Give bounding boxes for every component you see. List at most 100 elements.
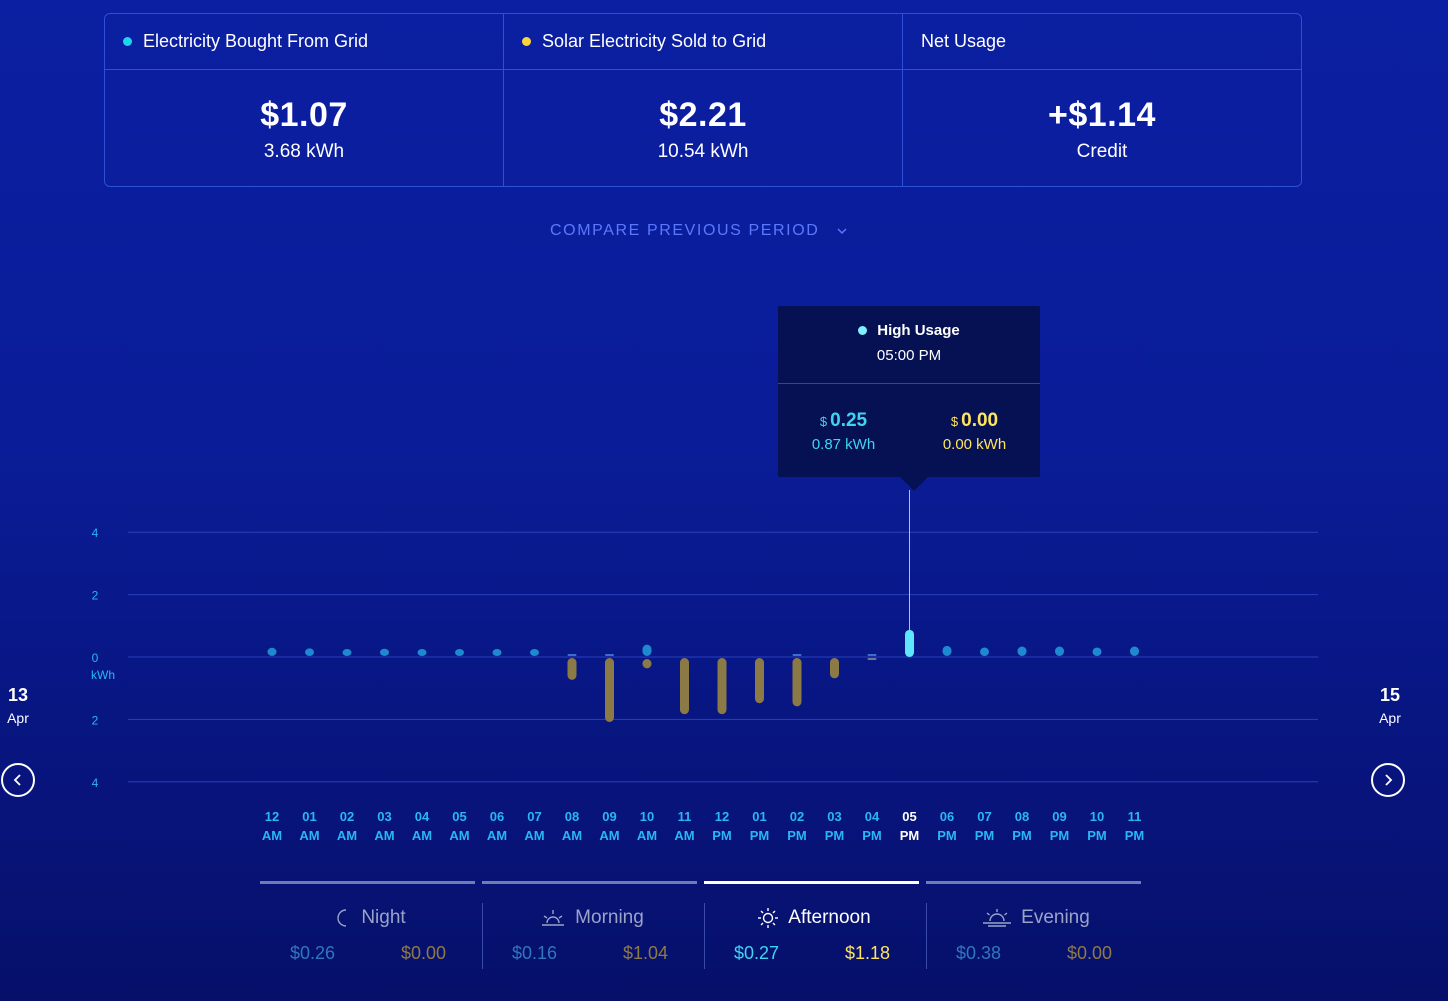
x-tick-hour: 04: [415, 809, 430, 824]
sold-bar[interactable]: [680, 658, 689, 715]
x-tick-hour: 12: [715, 809, 729, 824]
chart-x-axis: 12 AM 01 AM 02 AM 03 AM 04 AM 05 AM 06 AM 07 AM 08 AM 09 AM…: [262, 809, 1144, 843]
tab-divider: [704, 903, 705, 969]
tab-afternoon[interactable]: Afternoon $0.27 $1.18: [703, 881, 927, 981]
summary-bought: Electricity Bought From Grid $1.07 3.68 …: [105, 14, 504, 186]
summary-sold-header: Solar Electricity Sold to Grid: [504, 14, 902, 70]
chevron-left-icon: [13, 774, 21, 786]
bought-bar[interactable]: [1130, 646, 1139, 656]
bought-bar[interactable]: [942, 645, 952, 656]
bought-bar[interactable]: [305, 648, 314, 656]
prev-date: 13 Apr: [4, 685, 32, 726]
summary-net-title: Net Usage: [921, 31, 1007, 51]
x-tick-hour: 11: [1128, 809, 1142, 824]
summary-sold-amount: $2.21: [659, 95, 747, 134]
bought-bar[interactable]: [980, 647, 989, 656]
x-tick-hour: 10: [1090, 809, 1104, 824]
tab-afternoon-label: Afternoon: [788, 907, 871, 928]
sold-bar[interactable]: [605, 658, 614, 722]
x-tick-ampm: AM: [487, 828, 507, 843]
sold-bar[interactable]: [717, 658, 727, 715]
bought-bar[interactable]: [605, 654, 614, 656]
x-tick-ampm: PM: [1012, 828, 1032, 843]
x-tick-hour: 07: [527, 809, 541, 824]
summary-sold-kwh: 10.54 kWh: [657, 140, 749, 162]
tab-indicator: [482, 881, 697, 884]
x-tick-ampm: AM: [449, 828, 469, 843]
bought-bar[interactable]: [380, 648, 389, 656]
x-tick-hour: 03: [827, 809, 841, 824]
summary-sold-title: Solar Electricity Sold to Grid: [542, 31, 767, 51]
sold-bar[interactable]: [867, 658, 877, 660]
x-tick-ampm: PM: [862, 828, 882, 843]
summary-bought-title: Electricity Bought From Grid: [143, 31, 369, 51]
prev-date-month: Apr: [7, 710, 29, 726]
bought-bar[interactable]: [417, 649, 427, 656]
tab-evening[interactable]: Evening $0.38 $0.00: [925, 881, 1147, 981]
bought-bar[interactable]: [1092, 647, 1102, 656]
x-tick-hour: 10: [640, 809, 654, 824]
bought-bar[interactable]: [567, 654, 577, 656]
compare-previous-period-button[interactable]: COMPARE PREVIOUS PERIOD: [550, 222, 847, 240]
chevron-down-icon: [837, 228, 847, 235]
x-tick-ampm: AM: [337, 828, 357, 843]
bought-bar[interactable]: [530, 649, 539, 656]
tooltip-title: High Usage: [877, 322, 960, 339]
x-tick-ampm: PM: [1050, 828, 1070, 843]
sold-bar[interactable]: [567, 658, 577, 680]
tab-evening-label: Evening: [1021, 907, 1090, 928]
next-date-day: 15: [1379, 685, 1401, 705]
x-tick-hour: 01: [302, 809, 316, 824]
bought-bar[interactable]: [267, 647, 277, 656]
usage-tooltip: High Usage 05:00 PM $0.25 0.87 kWh $0.00…: [778, 306, 1040, 491]
x-tick-ampm: AM: [599, 828, 619, 843]
next-day-button[interactable]: [1371, 763, 1405, 797]
tab-morning-label: Morning: [575, 907, 644, 928]
x-tick-ampm: PM: [712, 828, 732, 843]
bought-dot-icon: [123, 37, 132, 46]
x-tick-ampm: AM: [524, 828, 544, 843]
bought-bar[interactable]: [792, 654, 802, 656]
tab-night[interactable]: Night $0.26 $0.00: [259, 881, 483, 981]
chart-grid: [128, 531, 1318, 783]
bought-bar[interactable]: [342, 649, 352, 656]
bought-bar[interactable]: [1055, 646, 1064, 656]
sunrise-icon: [542, 910, 565, 926]
x-tick-hour: 12: [265, 809, 279, 824]
summary-net-amount: +$1.14: [1048, 95, 1156, 134]
evening-sold-value: $0.00: [1067, 943, 1113, 963]
x-tick-ampm: AM: [412, 828, 432, 843]
sold-bar[interactable]: [755, 658, 764, 704]
summary-bought-header: Electricity Bought From Grid: [105, 14, 503, 70]
x-tick-ampm: PM: [1125, 828, 1145, 843]
bought-bar[interactable]: [867, 654, 877, 656]
moon-icon: [337, 909, 347, 927]
summary-bought-amount: $1.07: [260, 95, 348, 134]
x-tick-ampm: PM: [1087, 828, 1107, 843]
bought-bar[interactable]: [1017, 646, 1027, 656]
sold-bar[interactable]: [792, 658, 802, 707]
tooltip-sold-amount: 0.00: [961, 410, 999, 431]
sold-bar[interactable]: [642, 659, 652, 669]
bought-bar[interactable]: [905, 629, 914, 657]
sold-bar[interactable]: [830, 658, 839, 679]
bought-bar[interactable]: [492, 649, 502, 656]
x-tick-hour: 03: [377, 809, 391, 824]
chevron-right-icon: [1385, 774, 1393, 786]
bought-bar[interactable]: [642, 644, 652, 656]
prev-day-button[interactable]: [1, 763, 35, 797]
tooltip-bought-amount: 0.25: [830, 410, 868, 431]
tooltip-time: 05:00 PM: [876, 347, 942, 364]
y-tick-label: 2: [92, 713, 99, 727]
next-date-month: Apr: [1379, 710, 1401, 726]
tab-morning[interactable]: Morning $0.16 $1.04: [481, 881, 705, 981]
time-period-tabs: Night $0.26 $0.00 Morning $0.16 $1.04: [259, 881, 1147, 981]
bought-bar[interactable]: [455, 649, 464, 656]
tab-divider: [926, 903, 927, 969]
afternoon-bought-value: $0.27: [734, 943, 780, 963]
chart-y-axis: 4 2 0 2 4: [92, 526, 99, 790]
summary-sold: Solar Electricity Sold to Grid $2.21 10.…: [504, 14, 903, 186]
night-bought-value: $0.26: [290, 943, 336, 963]
x-tick-hour: 06: [490, 809, 504, 824]
x-tick-hour: 09: [1052, 809, 1066, 824]
